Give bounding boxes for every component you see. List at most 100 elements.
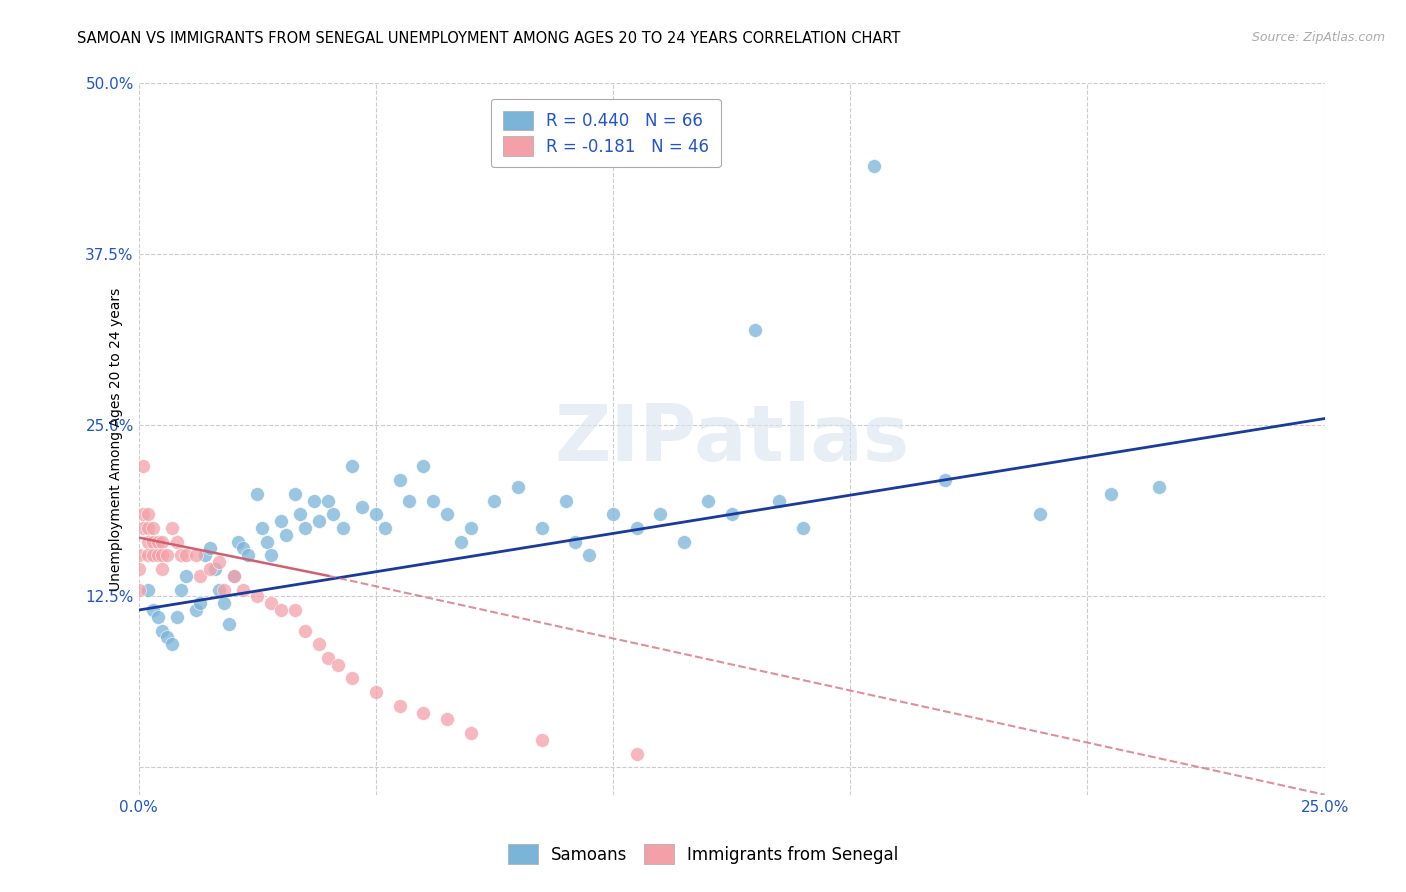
Point — [136, 521, 159, 535]
Point — [218, 616, 240, 631]
Point — [136, 549, 159, 563]
Point — [132, 508, 155, 522]
Point — [792, 521, 814, 535]
Point — [128, 562, 150, 576]
Point — [650, 508, 672, 522]
Point — [450, 534, 472, 549]
Point — [294, 521, 316, 535]
Point — [128, 549, 150, 563]
Point — [340, 672, 363, 686]
Text: Source: ZipAtlas.com: Source: ZipAtlas.com — [1251, 31, 1385, 45]
Point — [208, 555, 231, 569]
Point — [274, 528, 297, 542]
Point — [194, 549, 217, 563]
Point — [626, 747, 648, 761]
Point — [204, 562, 226, 576]
Point — [208, 582, 231, 597]
Point — [136, 582, 159, 597]
Point — [146, 534, 169, 549]
Point — [388, 473, 411, 487]
Point — [374, 521, 396, 535]
Point — [150, 562, 173, 576]
Point — [136, 508, 159, 522]
Point — [720, 508, 742, 522]
Legend: Samoans, Immigrants from Senegal: Samoans, Immigrants from Senegal — [501, 838, 905, 871]
Point — [188, 596, 211, 610]
Point — [226, 534, 249, 549]
Point — [150, 624, 173, 638]
Point — [142, 603, 165, 617]
Point — [156, 549, 179, 563]
Point — [166, 610, 188, 624]
Point — [326, 657, 349, 672]
Point — [332, 521, 354, 535]
Point — [170, 549, 193, 563]
Point — [436, 508, 458, 522]
Point — [768, 493, 790, 508]
Point — [340, 459, 363, 474]
Point — [146, 610, 169, 624]
Point — [308, 637, 330, 651]
Point — [284, 603, 307, 617]
Text: ZIPatlas: ZIPatlas — [554, 401, 910, 477]
Point — [460, 521, 482, 535]
Point — [863, 159, 886, 173]
Point — [174, 569, 197, 583]
Point — [364, 685, 387, 699]
Point — [484, 493, 506, 508]
Point — [1147, 480, 1170, 494]
Point — [602, 508, 624, 522]
Point — [156, 631, 179, 645]
Point — [132, 459, 155, 474]
Point — [260, 549, 283, 563]
Point — [188, 569, 211, 583]
Point — [236, 549, 259, 563]
Point — [1029, 508, 1052, 522]
Point — [564, 534, 586, 549]
Point — [744, 323, 766, 337]
Point — [212, 596, 235, 610]
Legend: R = 0.440   N = 66, R = -0.181   N = 46: R = 0.440 N = 66, R = -0.181 N = 46 — [491, 99, 721, 168]
Point — [174, 549, 197, 563]
Point — [318, 493, 340, 508]
Point — [142, 521, 165, 535]
Point — [150, 549, 173, 563]
Point — [170, 582, 193, 597]
Point — [184, 549, 207, 563]
Point — [673, 534, 696, 549]
Point — [1099, 487, 1122, 501]
Point — [232, 582, 254, 597]
Point — [166, 534, 188, 549]
Point — [128, 582, 150, 597]
Point — [350, 500, 373, 515]
Point — [198, 562, 221, 576]
Point — [294, 624, 316, 638]
Point — [530, 733, 553, 747]
Point — [578, 549, 600, 563]
Text: SAMOAN VS IMMIGRANTS FROM SENEGAL UNEMPLOYMENT AMONG AGES 20 TO 24 YEARS CORRELA: SAMOAN VS IMMIGRANTS FROM SENEGAL UNEMPL… — [77, 31, 901, 46]
Point — [460, 726, 482, 740]
Point — [398, 493, 420, 508]
Point — [246, 487, 269, 501]
Point — [288, 508, 311, 522]
Point — [554, 493, 576, 508]
Point — [132, 521, 155, 535]
Point — [697, 493, 720, 508]
Point — [150, 534, 173, 549]
Point — [222, 569, 245, 583]
Point — [198, 541, 221, 556]
Point — [146, 549, 169, 563]
Point — [222, 569, 245, 583]
Point — [308, 514, 330, 528]
Point — [260, 596, 283, 610]
Point — [302, 493, 325, 508]
Point — [160, 637, 183, 651]
Point — [530, 521, 553, 535]
Point — [318, 651, 340, 665]
Point — [436, 713, 458, 727]
Point — [412, 706, 434, 720]
Point — [246, 590, 269, 604]
Point — [412, 459, 434, 474]
Point — [284, 487, 307, 501]
Point — [422, 493, 444, 508]
